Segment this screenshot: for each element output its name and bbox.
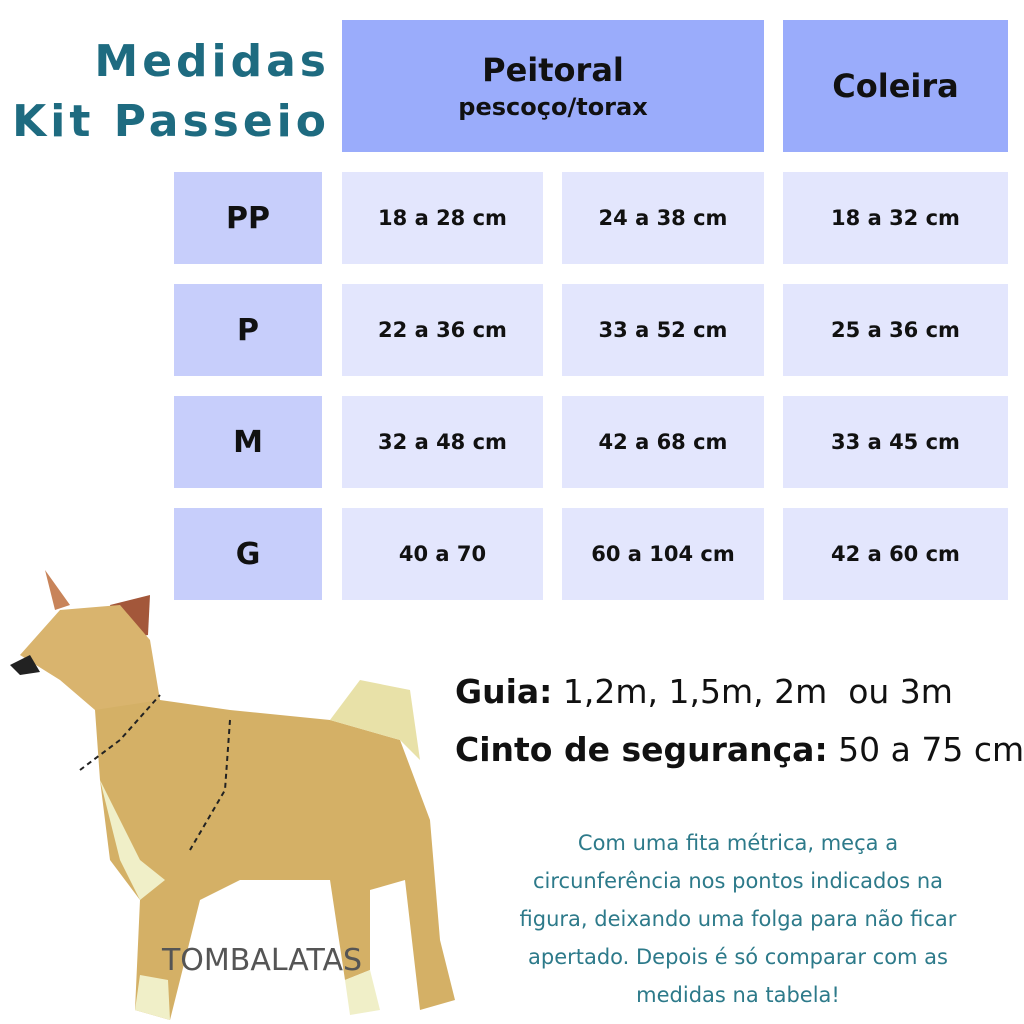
size-value: 24 a 38 cm — [562, 172, 764, 264]
spec-value: 1,2m, 1,5m, 2m ou 3m — [562, 672, 953, 711]
size-value: 25 a 36 cm — [783, 284, 1008, 376]
header-subtitle: pescoço/torax — [458, 93, 648, 121]
size-label: PP — [174, 172, 322, 264]
size-value: 32 a 48 cm — [342, 396, 543, 488]
instruction-line: apertado. Depois é só comparar com as — [528, 945, 948, 969]
spec-label: Guia: — [455, 672, 553, 711]
size-label: G — [174, 508, 322, 600]
header-cell: Peitoral pescoço/torax — [342, 20, 764, 152]
header-title: Coleira — [832, 67, 959, 105]
spec-line: Cinto de segurança: 50 a 75 cm — [455, 730, 1024, 769]
size-value: 33 a 45 cm — [783, 396, 1008, 488]
size-label: P — [174, 284, 322, 376]
instruction-line: figura, deixando uma folga para não fica… — [519, 907, 957, 931]
size-value: 42 a 68 cm — [562, 396, 764, 488]
size-value: 42 a 60 cm — [783, 508, 1008, 600]
instruction-line: Com uma fita métrica, meça a — [577, 831, 899, 855]
size-value: 18 a 28 cm — [342, 172, 543, 264]
logo: TOMBALATAS — [161, 943, 362, 978]
header-cell: Coleira — [783, 20, 1008, 152]
spec-value: 50 a 75 cm — [838, 730, 1024, 769]
dog-illustration: TOMBALATAS — [10, 570, 455, 1020]
size-label: M — [174, 396, 322, 488]
instruction-line: circunferência nos pontos indicados na — [532, 869, 943, 893]
size-value: 33 a 52 cm — [562, 284, 764, 376]
size-value: 22 a 36 cm — [342, 284, 543, 376]
instructions: Com uma fita métrica, meça a circunferênc… — [460, 824, 1016, 1014]
title-line: Medidas — [94, 36, 330, 87]
header-title: Peitoral — [482, 51, 624, 89]
instruction-line: medidas na tabela! — [636, 983, 840, 1007]
title-line: Kit Passeio — [12, 96, 330, 147]
size-value: 60 a 104 cm — [562, 508, 764, 600]
size-value: 40 a 70 — [342, 508, 543, 600]
spec-label: Cinto de segurança: — [455, 730, 828, 769]
size-value: 18 a 32 cm — [783, 172, 1008, 264]
spec-line: Guia: 1,2m, 1,5m, 2m ou 3m — [455, 672, 953, 711]
